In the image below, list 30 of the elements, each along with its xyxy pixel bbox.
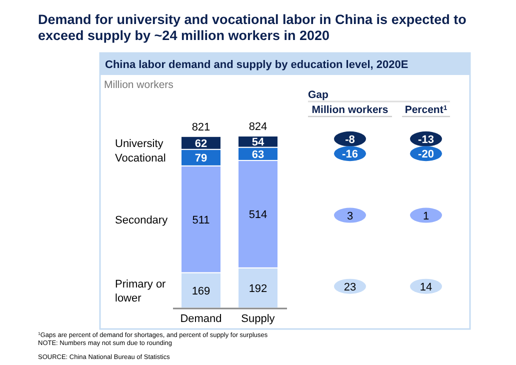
data-label: 79: [194, 152, 208, 165]
text: -16: [342, 148, 358, 161]
text: -20: [418, 148, 434, 161]
y-axis-title: Million workers: [104, 79, 174, 91]
chart-subtitle: China labor demand and supply by education level, 2020E: [105, 59, 408, 71]
series-label: Secondary: [115, 214, 168, 226]
chart-title: Demand for university and vocational labor in China is expected to exceed supply by ~24 million workers in 2020: [38, 12, 466, 43]
data-label: 169: [192, 285, 210, 298]
x-tick-label: Demand: [180, 313, 222, 325]
text: 23: [344, 281, 356, 294]
total-label: 824: [248, 121, 268, 133]
data-label: 62: [194, 138, 208, 150]
text: 1: [422, 210, 430, 222]
series-label: University: [115, 138, 164, 150]
data-label: 192: [248, 282, 268, 295]
text: 14: [420, 281, 432, 294]
data-label: 514: [248, 209, 268, 222]
text: 3: [346, 210, 354, 222]
text: Percent$^{1}$: [404, 104, 448, 116]
data-label: 511: [192, 214, 210, 226]
text: Million workers: [312, 104, 388, 116]
text: -13: [418, 134, 434, 146]
data-label: 63: [252, 148, 264, 161]
data-label: 54: [252, 136, 265, 149]
series-label: Primary or lower: [115, 278, 166, 304]
x-tick-label: Supply: [241, 313, 276, 325]
text: -8: [345, 134, 355, 146]
total-label: 821: [192, 121, 210, 134]
series-label: Vocational: [115, 152, 166, 165]
text: Gap: [308, 89, 328, 101]
